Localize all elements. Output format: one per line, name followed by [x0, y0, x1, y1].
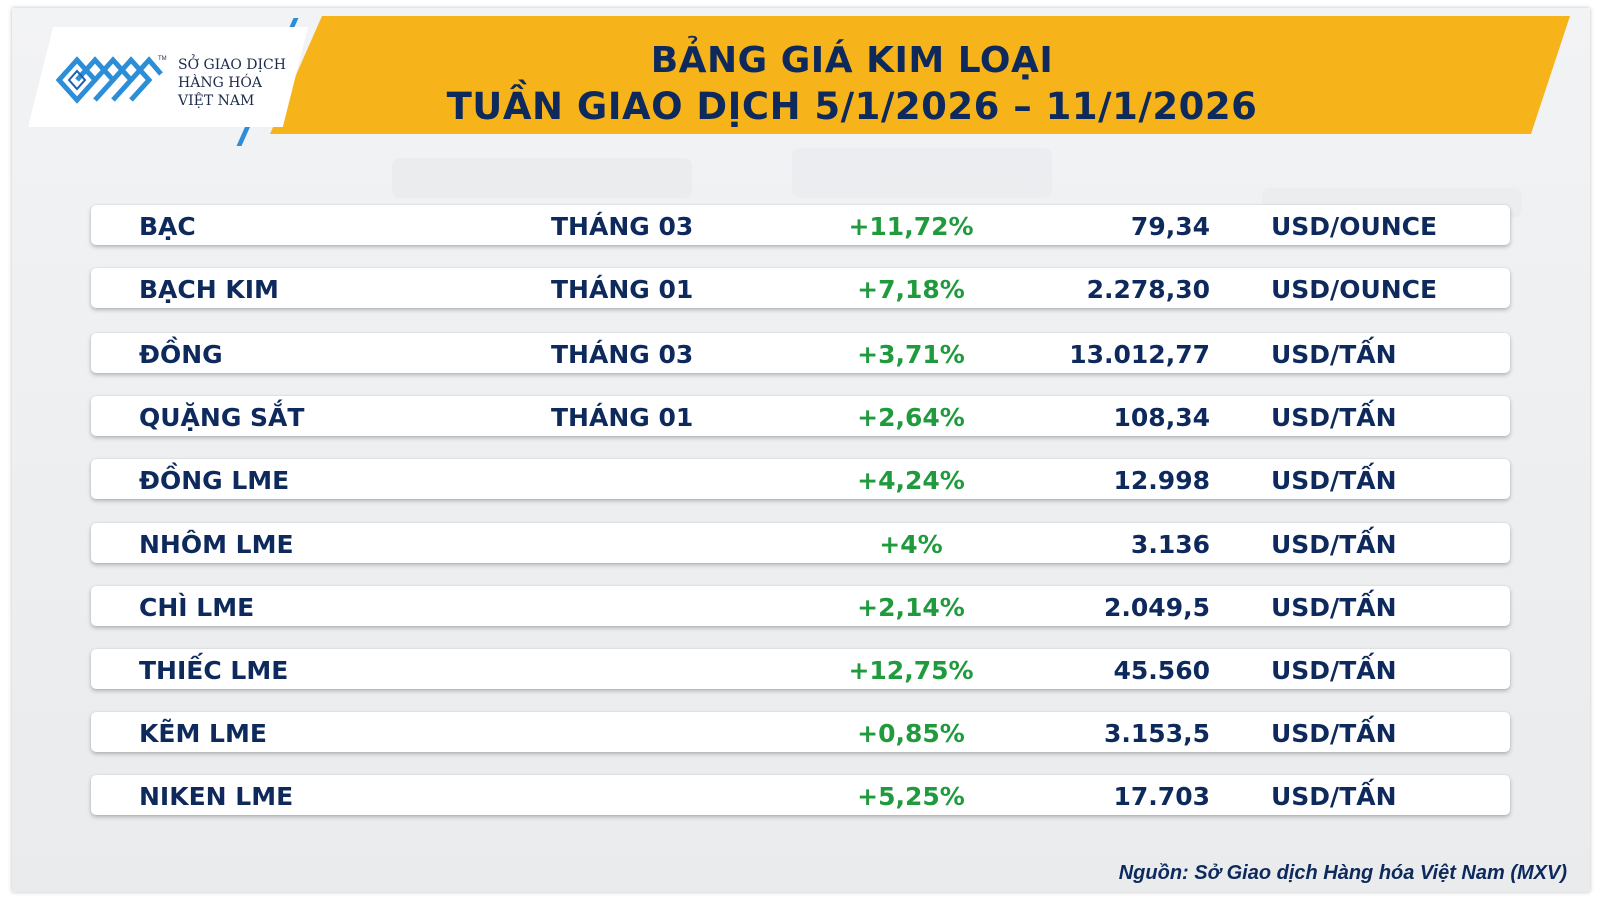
- price-unit: USD/OUNCE: [1271, 275, 1438, 304]
- table-row: NIKEN LME +5,25% 17.703 USD/TẤN: [91, 775, 1510, 815]
- logo-line-2: HÀNG HÓA: [178, 75, 262, 91]
- metal-name: BẠC: [139, 212, 196, 241]
- contract-month: THÁNG 03: [551, 212, 694, 241]
- metal-name: NHÔM LME: [139, 530, 294, 559]
- weekly-change: +2,64%: [857, 403, 965, 432]
- weekly-change: +7,18%: [857, 275, 965, 304]
- price-unit: USD/TẤN: [1271, 593, 1397, 622]
- price-unit: USD/TẤN: [1271, 656, 1397, 685]
- logo-line-1: SỞ GIAO DỊCH: [178, 57, 286, 73]
- logo-card: [28, 27, 308, 127]
- table-row: BẠCH KIM THÁNG 01 +7,18% 2.278,30 USD/OU…: [91, 268, 1510, 308]
- page-subtitle: TUẦN GIAO DỊCH 5/1/2026 – 11/1/2026: [446, 85, 1258, 128]
- closing-price: 12.998: [1113, 466, 1210, 495]
- table-row: NHÔM LME +4% 3.136 USD/TẤN: [91, 523, 1510, 563]
- logo-line-3: VIỆT NAM: [178, 93, 255, 109]
- price-unit: USD/TẤN: [1271, 530, 1397, 559]
- closing-price: 3.153,5: [1104, 719, 1210, 748]
- table-row: THIẾC LME +12,75% 45.560 USD/TẤN: [91, 649, 1510, 689]
- weekly-change: +3,71%: [857, 340, 965, 369]
- metal-name: THIẾC LME: [139, 656, 289, 685]
- metal-name: NIKEN LME: [139, 782, 294, 811]
- closing-price: 2.049,5: [1104, 593, 1210, 622]
- closing-price: 2.278,30: [1086, 275, 1210, 304]
- weekly-change: +5,25%: [857, 782, 965, 811]
- contract-month: THÁNG 01: [551, 275, 694, 304]
- metal-name: KẼM LME: [139, 719, 267, 748]
- price-unit: USD/OUNCE: [1271, 212, 1438, 241]
- metal-name: ĐỒNG: [139, 340, 223, 369]
- metal-name: CHÌ LME: [139, 593, 255, 622]
- title-banner: [270, 16, 1570, 134]
- price-unit: USD/TẤN: [1271, 466, 1397, 495]
- infographic-panel: [12, 8, 1590, 892]
- table-row: KẼM LME +0,85% 3.153,5 USD/TẤN: [91, 712, 1510, 752]
- source-note: Nguồn: Sở Giao dịch Hàng hóa Việt Nam (M…: [1118, 862, 1567, 884]
- trademark-mark: TM: [158, 56, 167, 62]
- table-row: QUẶNG SẮT THÁNG 01 +2,64% 108,34 USD/TẤN: [91, 396, 1510, 436]
- price-unit: USD/TẤN: [1271, 719, 1397, 748]
- contract-month: THÁNG 03: [551, 340, 694, 369]
- closing-price: 17.703: [1113, 782, 1210, 811]
- table-row: CHÌ LME +2,14% 2.049,5 USD/TẤN: [91, 586, 1510, 626]
- table-row: ĐỒNG LME +4,24% 12.998 USD/TẤN: [91, 459, 1510, 499]
- mxv-logo-mark-icon: [55, 56, 163, 104]
- logo-text: SỞ GIAO DỊCH HÀNG HÓA VIỆT NAM: [178, 56, 286, 110]
- background-decoration: [392, 158, 692, 198]
- metal-name: ĐỒNG LME: [139, 466, 290, 495]
- background-decoration: [792, 148, 1052, 198]
- weekly-change: +11,72%: [848, 212, 974, 241]
- closing-price: 45.560: [1113, 656, 1210, 685]
- weekly-change: +2,14%: [857, 593, 965, 622]
- closing-price: 3.136: [1130, 530, 1210, 559]
- contract-month: THÁNG 01: [551, 403, 694, 432]
- price-unit: USD/TẤN: [1271, 782, 1397, 811]
- weekly-change: +4%: [879, 530, 943, 559]
- weekly-change: +0,85%: [857, 719, 965, 748]
- metal-name: BẠCH KIM: [139, 275, 279, 304]
- table-row: BẠC THÁNG 03 +11,72% 79,34 USD/OUNCE: [91, 205, 1510, 245]
- closing-price: 108,34: [1113, 403, 1210, 432]
- table-row: ĐỒNG THÁNG 03 +3,71% 13.012,77 USD/TẤN: [91, 333, 1510, 373]
- price-unit: USD/TẤN: [1271, 340, 1397, 369]
- closing-price: 79,34: [1130, 212, 1210, 241]
- price-unit: USD/TẤN: [1271, 403, 1397, 432]
- weekly-change: +4,24%: [857, 466, 965, 495]
- closing-price: 13.012,77: [1069, 340, 1210, 369]
- page-title: BẢNG GIÁ KIM LOẠI: [650, 40, 1054, 81]
- weekly-change: +12,75%: [848, 656, 974, 685]
- metal-name: QUẶNG SẮT: [139, 403, 305, 432]
